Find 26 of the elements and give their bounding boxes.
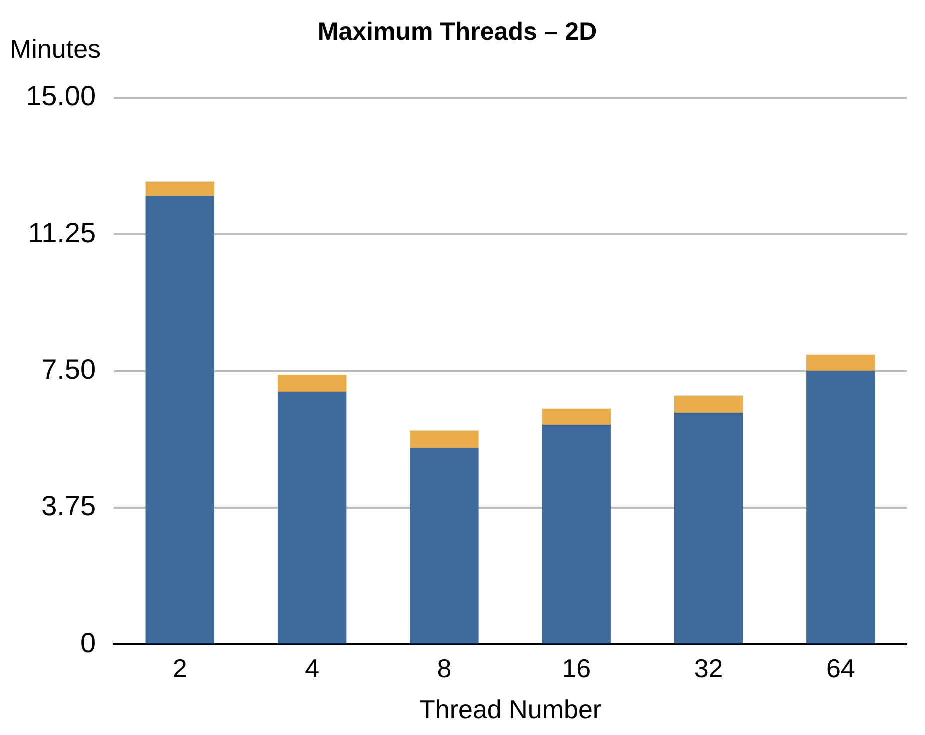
bar xyxy=(146,182,215,196)
chart-title: Maximum Threads – 2D xyxy=(318,18,598,46)
bar xyxy=(806,370,876,644)
bar xyxy=(674,412,744,644)
y-axis-title: Minutes xyxy=(10,34,102,64)
y-tick-label: 0 xyxy=(80,627,96,658)
y-tick-label: 3.75 xyxy=(42,490,96,522)
x-axis-title: Thread Number xyxy=(419,694,602,725)
y-tick-label: 11.25 xyxy=(28,217,96,248)
bar xyxy=(410,430,479,448)
bar xyxy=(674,396,744,413)
x-tick-label: 32 xyxy=(694,653,724,684)
x-tick-label: 16 xyxy=(562,653,592,684)
y-tick-label: 7.50 xyxy=(42,354,96,386)
y-tick-label: 15.00 xyxy=(26,80,96,112)
bar xyxy=(542,408,611,425)
x-tick-label: 2 xyxy=(172,653,188,684)
bar xyxy=(806,354,876,371)
x-tick-label: 64 xyxy=(826,653,856,684)
x-tick-label: 8 xyxy=(437,653,452,684)
bar xyxy=(146,196,215,644)
bar xyxy=(410,448,479,644)
bar xyxy=(278,374,347,392)
bar xyxy=(542,424,611,644)
x-tick-label: 4 xyxy=(305,653,320,684)
bar xyxy=(278,392,347,644)
